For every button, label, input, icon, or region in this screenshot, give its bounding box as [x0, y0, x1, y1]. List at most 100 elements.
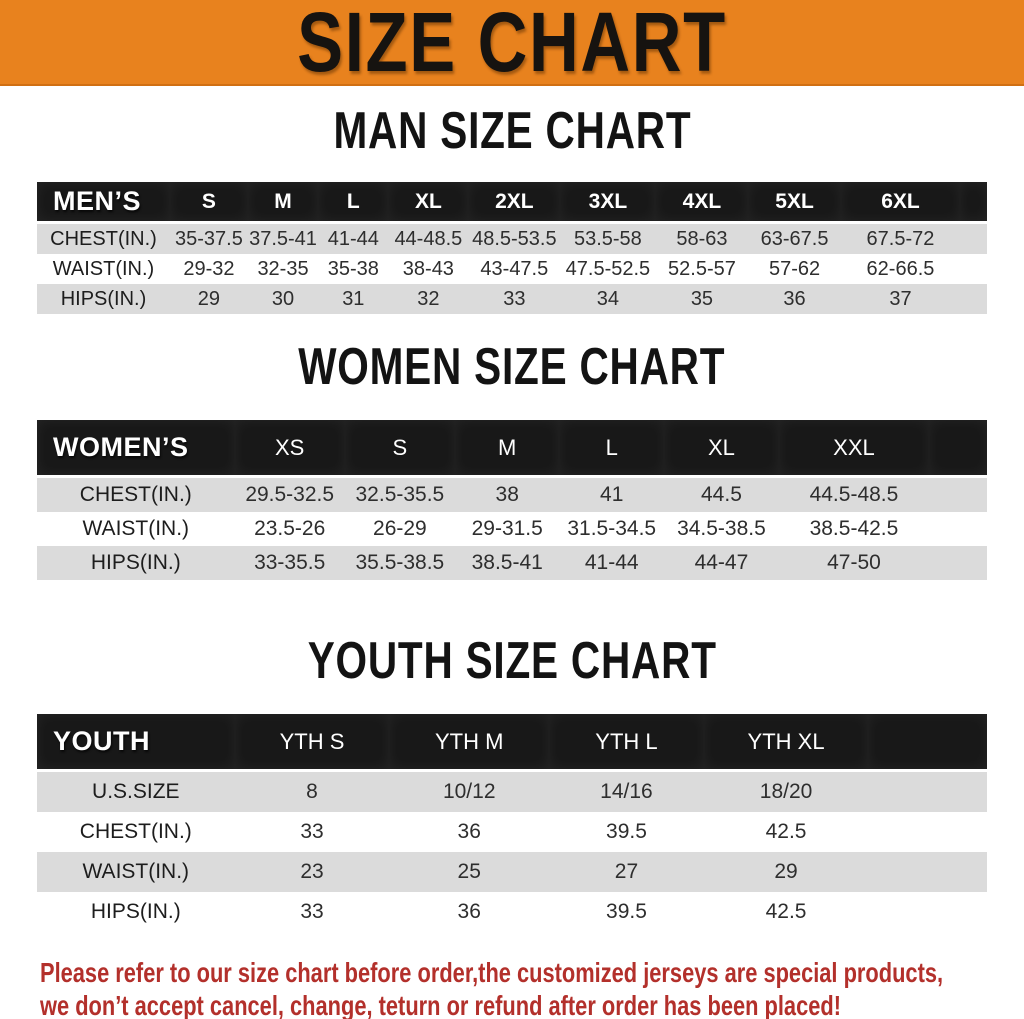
size-value-cell: 35-38: [327, 257, 379, 280]
empty-cell: [868, 892, 987, 932]
size-column-header: XS: [234, 420, 345, 478]
size-value-cell: 27: [549, 852, 704, 892]
size-column-header: L: [559, 420, 664, 478]
size-value-cell: 53.5-58: [560, 224, 656, 254]
size-value-cell: 37.5-41: [247, 224, 319, 254]
women-size-chart-heading: WOMEN SIZE CHART: [0, 338, 1024, 400]
empty-cell: [960, 284, 987, 314]
measurement-label: WAIST(IN.): [82, 517, 190, 540]
measurement-row: WAIST(IN.) 29-32 32-35 35-38 38-43 43-47.5 47.…: [37, 254, 987, 284]
man-size-chart-section: MAN SIZE CHART MEN’S S M L XL 2XL 3XL 4XL 5XL 6XL…: [0, 102, 1024, 314]
size-value-cell: 31.5-34.5: [567, 517, 657, 540]
measurement-label: U.S.SIZE: [37, 772, 235, 812]
size-value-cell: 38: [454, 478, 560, 512]
size-value-cell: 33: [300, 820, 324, 843]
size-column-header: 3XL: [560, 182, 656, 224]
empty-header-cell: [960, 182, 987, 224]
measurement-label: CHEST(IN.): [79, 820, 192, 843]
youth-size-chart-heading: YOUTH SIZE CHART: [0, 632, 1024, 694]
size-value-cell: 41: [559, 478, 664, 512]
size-value-cell: 41-44: [318, 224, 389, 254]
size-value-cell: 63-67.5: [748, 224, 841, 254]
size-value-cell: 29.5-32.5: [234, 478, 345, 512]
size-value-cell: 36: [748, 284, 841, 314]
size-column-header: L: [318, 182, 389, 224]
disclaimer: Please refer to our size chart before or…: [0, 956, 1024, 1019]
size-value-cell: 44-48.5: [388, 224, 469, 254]
size-column-header: XL: [663, 420, 779, 478]
women-size-table: WOMEN’S XS S M L XL XXL CHEST(IN.) 29.5-32.5 32.5…: [37, 420, 987, 580]
measurement-row: WAIST(IN.) 23.5-26 26-29 29-31.5 31.5-34.5 34…: [37, 512, 987, 546]
size-value-cell: 58-63: [655, 224, 749, 254]
size-value-cell: 35: [655, 284, 749, 314]
women-size-chart-section: WOMEN SIZE CHART WOMEN’S XS S M L XL XXL CHEST(…: [0, 338, 1024, 580]
size-value-cell: 33: [468, 284, 561, 314]
measurement-label: WAIST(IN.): [37, 852, 235, 892]
size-value-cell: 25: [389, 852, 550, 892]
size-value-cell: 36: [457, 820, 481, 843]
empty-cell: [868, 852, 987, 892]
empty-cell: [929, 546, 987, 580]
size-header-row: MEN’S S M L XL 2XL 3XL 4XL 5XL 6XL: [37, 182, 987, 224]
size-value-cell: 35-37.5: [169, 224, 248, 254]
disclaimer-line-2: we don’t accept cancel, change, teturn o…: [40, 990, 841, 1019]
size-value-cell: 30: [247, 284, 319, 314]
measurement-row: CHEST(IN.) 33 36 39.5 42.5: [37, 812, 987, 852]
size-value-cell: 41-44: [559, 546, 664, 580]
empty-header-cell: [868, 714, 987, 772]
measurement-row: HIPS(IN.) 29 30 31 32 33 34 35 36 37: [37, 284, 987, 314]
size-value-cell: 37: [840, 284, 961, 314]
size-value-cell: 26-29: [373, 517, 427, 540]
size-value-cell: 23: [234, 852, 390, 892]
size-column-header: YTH XL: [703, 714, 869, 772]
size-value-cell: 33-35.5: [234, 546, 345, 580]
youth-size-table: YOUTH YTH S YTH M YTH L YTH XL U.S.SIZE 8 10/12…: [37, 714, 987, 932]
size-value-cell: 14/16: [549, 772, 704, 812]
size-value-cell: 29: [169, 284, 248, 314]
table-group-label: YOUTH: [37, 714, 235, 772]
size-column-header: S: [344, 420, 455, 478]
measurement-row: WAIST(IN.) 23 25 27 29: [37, 852, 987, 892]
size-column-header: 6XL: [840, 182, 961, 224]
size-value-cell: 34.5-38.5: [677, 517, 766, 540]
size-value-cell: 38.5-42.5: [809, 517, 899, 540]
size-column-header: XXL: [778, 420, 929, 478]
size-column-header: M: [454, 420, 560, 478]
measurement-row: HIPS(IN.) 33-35.5 35.5-38.5 38.5-41 41-44 44-…: [37, 546, 987, 580]
page-title: SIZE CHART: [297, 0, 727, 89]
man-size-chart-heading: MAN SIZE CHART: [0, 102, 1024, 164]
size-value-cell: 67.5-72: [840, 224, 961, 254]
size-value-cell: 38-43: [402, 257, 454, 280]
size-value-cell: 44.5: [663, 478, 779, 512]
size-value-cell: 32: [388, 284, 469, 314]
table-group-label: MEN’S: [37, 182, 170, 224]
size-value-cell: 29: [703, 852, 869, 892]
size-value-cell: 34: [560, 284, 656, 314]
size-value-cell: 29-32: [183, 257, 235, 280]
empty-cell: [929, 478, 987, 512]
empty-header-cell: [929, 420, 987, 478]
man-size-chart-title: MAN SIZE CHART: [333, 102, 691, 160]
size-value-cell: 39.5: [606, 820, 647, 843]
measurement-row: HIPS(IN.) 33 36 39.5 42.5: [37, 892, 987, 932]
size-column-header: YTH S: [234, 714, 390, 772]
measurement-label: WAIST(IN.): [52, 257, 155, 280]
women-size-chart-title: WOMEN SIZE CHART: [298, 338, 726, 396]
size-column-header: 2XL: [468, 182, 561, 224]
table-group-label: WOMEN’S: [37, 420, 235, 478]
banner: SIZE CHART: [0, 0, 1024, 86]
size-value-cell: 18/20: [703, 772, 869, 812]
measurement-row: U.S.SIZE 8 10/12 14/16 18/20: [37, 772, 987, 812]
size-value-cell: 44-47: [663, 546, 779, 580]
empty-cell: [960, 254, 987, 284]
size-value-cell: 38.5-41: [454, 546, 560, 580]
youth-size-chart-section: YOUTH SIZE CHART YOUTH YTH S YTH M YTH L YTH…: [0, 632, 1024, 932]
size-value-cell: 23.5-26: [254, 517, 326, 540]
empty-cell: [868, 812, 987, 852]
youth-size-chart-title: YOUTH SIZE CHART: [307, 632, 717, 690]
size-value-cell: 42.5: [765, 900, 807, 923]
size-value-cell: 32.5-35.5: [344, 478, 455, 512]
size-value-cell: 47.5-52.5: [565, 257, 651, 280]
size-column-header: XL: [388, 182, 469, 224]
